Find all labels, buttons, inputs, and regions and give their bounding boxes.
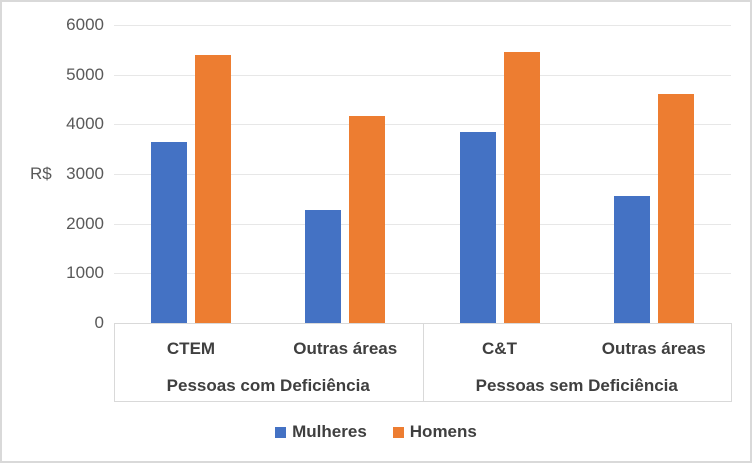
y-tick-label: 0 [94, 313, 104, 332]
gridline [114, 25, 731, 26]
gridline [114, 174, 731, 175]
legend-swatch-mulheres [275, 426, 287, 438]
legend-label: Homens [409, 422, 477, 441]
gridline [114, 74, 731, 76]
category-label: Outras áreas [601, 339, 706, 358]
bar-mulheres [305, 209, 342, 323]
group-label: Pessoas com Deficiência [166, 376, 370, 395]
category-label: C&T [482, 339, 517, 358]
y-tick-label: 4000 [66, 114, 104, 134]
bar-mulheres [613, 196, 650, 323]
y-tick-label: 3000 [66, 164, 104, 183]
gridline [114, 273, 731, 275]
legend-item: Mulheres [275, 422, 367, 442]
bar-homens [195, 54, 232, 323]
category-label: CTEM [166, 339, 216, 358]
gridline [114, 124, 731, 126]
category-divider [114, 323, 115, 401]
category-table-bottom-line [114, 401, 732, 402]
category-label: Outras áreas [293, 339, 398, 358]
legend: Mulheres Homens [2, 422, 750, 442]
y-tick-label: 2000 [66, 213, 104, 233]
bar-mulheres [151, 142, 188, 323]
bar-homens [349, 115, 386, 323]
bar-homens [657, 94, 694, 323]
gridline [114, 223, 731, 225]
legend-swatch-homens [392, 426, 404, 438]
y-tick-label: 6000 [66, 15, 104, 34]
category-divider [422, 323, 424, 401]
bar-mulheres [459, 131, 496, 323]
y-tick-label: 1000 [66, 263, 104, 283]
y-axis-title: R$ [30, 164, 52, 183]
legend-label: Mulheres [292, 422, 367, 441]
group-label: Pessoas sem Deficiência [475, 376, 678, 395]
y-tick-label: 5000 [66, 64, 104, 84]
legend-item: Homens [392, 422, 477, 442]
bar-homens [503, 52, 540, 323]
category-divider [731, 323, 732, 401]
